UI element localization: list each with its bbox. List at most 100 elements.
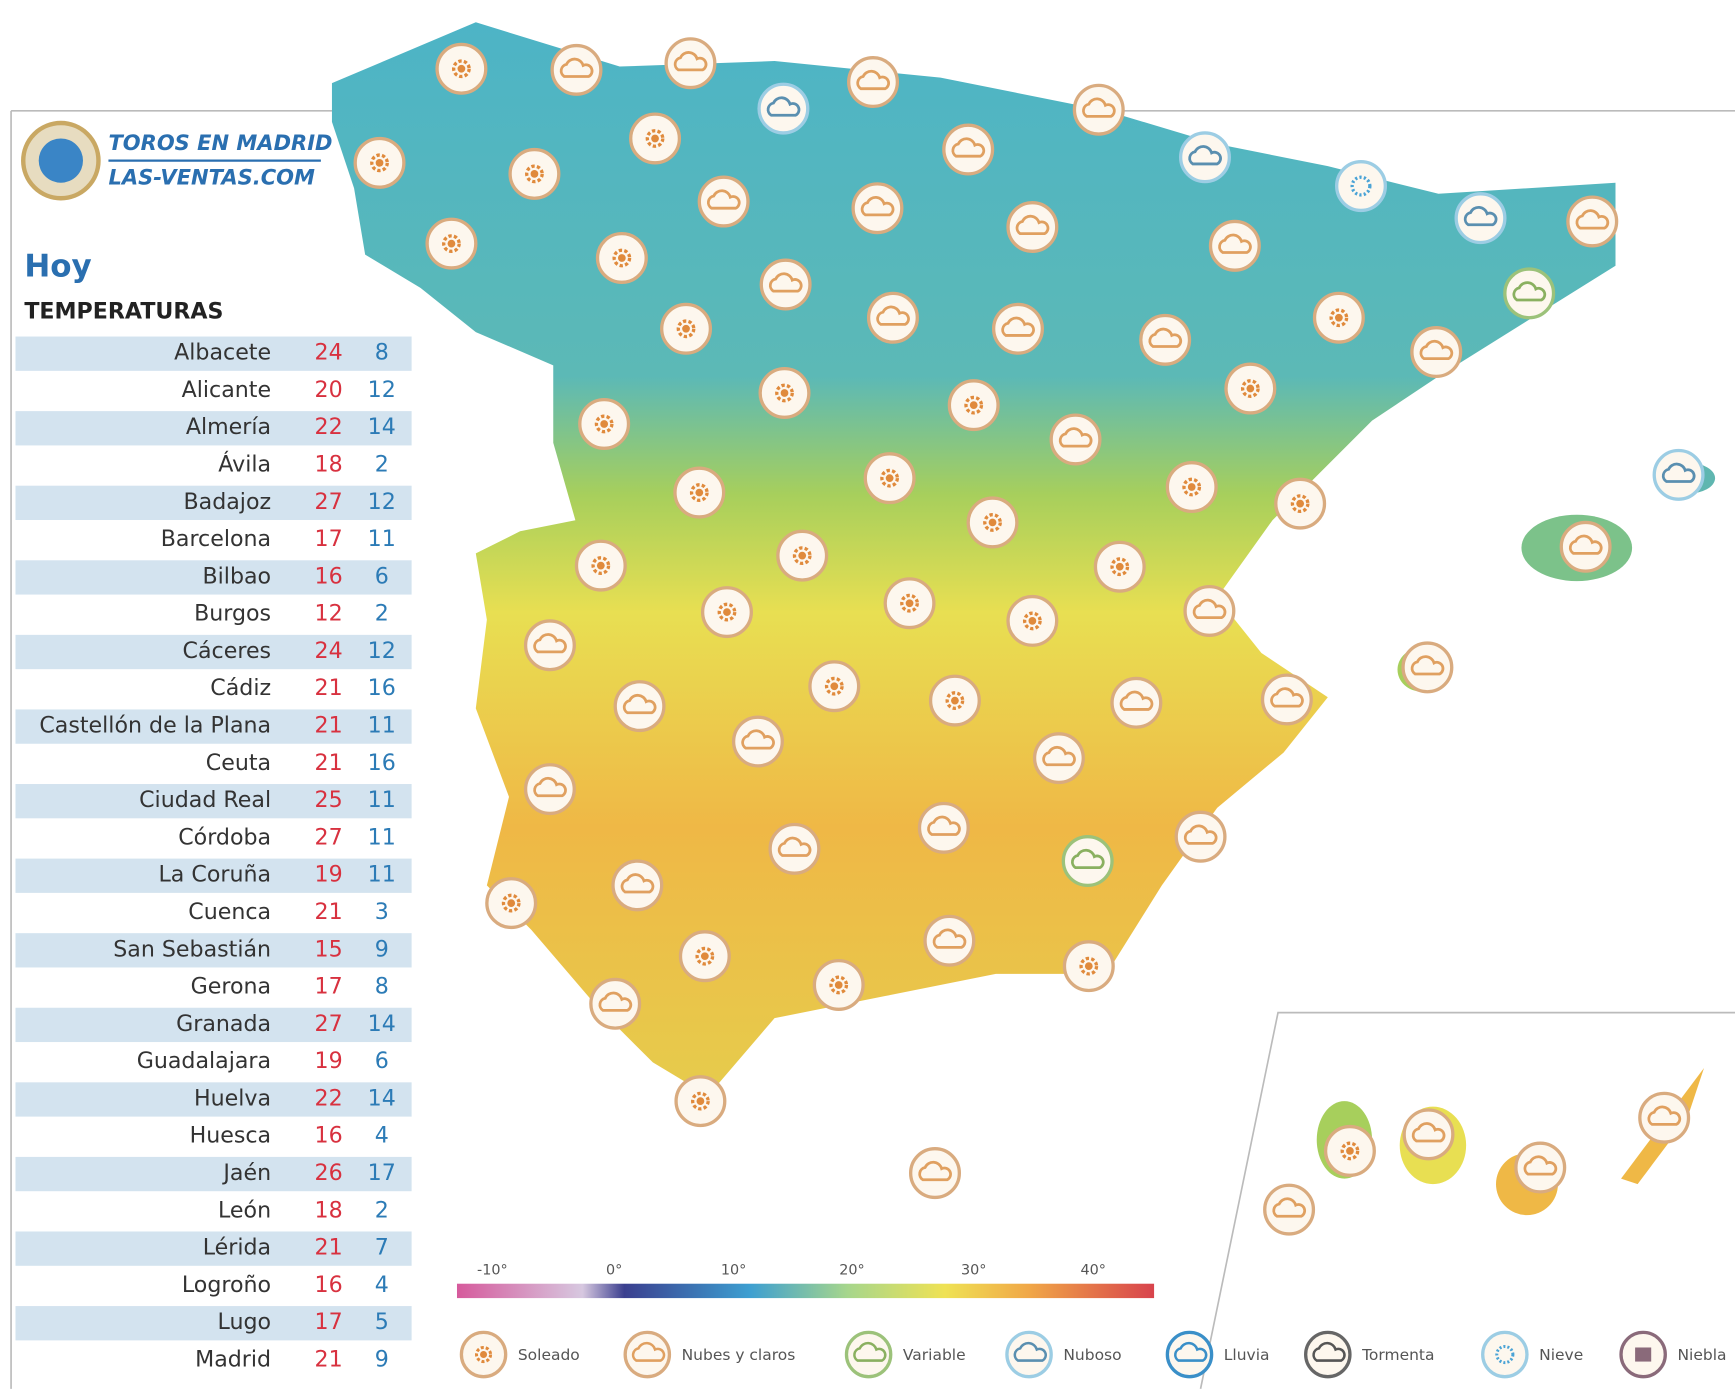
min-temp: 17 xyxy=(368,1160,396,1186)
city: Lérida xyxy=(203,1235,271,1261)
min-temp: 6 xyxy=(375,1048,389,1074)
weather-icon xyxy=(1337,162,1386,211)
sun xyxy=(798,552,806,560)
sun xyxy=(480,1351,487,1358)
max-temp: 17 xyxy=(315,974,343,1000)
sun xyxy=(618,254,626,262)
max-temp: 19 xyxy=(315,862,343,888)
sun xyxy=(1028,617,1036,625)
min-temp: 16 xyxy=(368,675,396,701)
sun xyxy=(781,389,789,397)
city: Almería xyxy=(186,414,271,440)
max-temp: 18 xyxy=(315,1197,343,1223)
min-temp: 4 xyxy=(375,1272,389,1298)
max-temp: 24 xyxy=(315,638,343,664)
city: Cáceres xyxy=(183,638,272,664)
city: Huelva xyxy=(194,1085,271,1111)
city: Badajoz xyxy=(183,489,271,515)
city: La Coruña xyxy=(158,862,271,888)
weather-map: TOROS EN MADRID LAS-VENTAS.COM Hoy TEMPE… xyxy=(0,0,1735,1389)
legend-label: Tormenta xyxy=(1361,1346,1434,1364)
sun xyxy=(835,981,843,989)
legend-label: Soleado xyxy=(518,1346,580,1364)
max-temp: 27 xyxy=(315,824,343,850)
max-temp: 15 xyxy=(315,936,343,962)
legend-label: Nuboso xyxy=(1063,1346,1121,1364)
weather-icon xyxy=(770,825,819,874)
weather-icon xyxy=(1483,1332,1527,1376)
min-temp: 12 xyxy=(368,377,396,403)
max-temp: 20 xyxy=(315,377,343,403)
max-temp: 16 xyxy=(315,1123,343,1149)
weather-icon xyxy=(1176,812,1225,861)
logo-text: TOROS EN MADRID xyxy=(108,130,332,155)
min-temp: 11 xyxy=(368,862,396,888)
sun xyxy=(1346,1147,1354,1155)
weather-icon xyxy=(526,765,575,814)
max-temp: 27 xyxy=(315,1011,343,1037)
min-temp: 2 xyxy=(375,601,389,627)
weather-icon xyxy=(1035,734,1084,783)
legend-label: Nubes y claros xyxy=(682,1346,796,1364)
max-temp: 19 xyxy=(315,1048,343,1074)
min-temp: 7 xyxy=(375,1235,389,1261)
weather-icon xyxy=(1112,678,1161,727)
min-temp: 14 xyxy=(368,1011,396,1037)
city: Lugo xyxy=(218,1309,272,1335)
min-temp: 5 xyxy=(375,1309,389,1335)
weather-icon xyxy=(994,304,1043,353)
city: León xyxy=(218,1197,271,1223)
weather-icon xyxy=(925,916,974,965)
weather-icon xyxy=(920,803,969,852)
legend-label: Niebla xyxy=(1677,1346,1726,1364)
scale-label: 0° xyxy=(606,1262,622,1278)
weather-icon xyxy=(1185,587,1234,636)
city: Logroño xyxy=(182,1272,271,1298)
city: Burgos xyxy=(194,601,271,627)
scale-label: 10° xyxy=(721,1262,746,1278)
weather-icon xyxy=(911,1149,960,1198)
city: Jaén xyxy=(221,1160,271,1186)
sun xyxy=(886,474,894,482)
weather-icon xyxy=(1263,675,1312,724)
weather-icon xyxy=(526,621,575,670)
city: Barcelona xyxy=(161,526,271,552)
row-band xyxy=(15,1157,411,1191)
sun xyxy=(697,1097,705,1105)
legend-label: Nieve xyxy=(1539,1346,1583,1364)
sun xyxy=(1335,314,1343,322)
weather-icon xyxy=(849,58,898,107)
city: San Sebastián xyxy=(113,936,271,962)
max-temp: 25 xyxy=(315,787,343,813)
fog xyxy=(1635,1347,1651,1361)
sun xyxy=(651,135,659,143)
weather-icon xyxy=(1654,451,1703,500)
weather-icon xyxy=(761,260,810,309)
scale-label: 40° xyxy=(1080,1262,1105,1278)
sun xyxy=(989,519,997,527)
min-temp: 4 xyxy=(375,1123,389,1149)
weather-icon xyxy=(759,84,808,133)
max-temp: 17 xyxy=(315,1309,343,1335)
max-temp: 21 xyxy=(315,675,343,701)
sun xyxy=(448,240,456,248)
weather-icon xyxy=(1141,316,1190,365)
max-temp: 27 xyxy=(315,489,343,515)
max-temp: 21 xyxy=(315,899,343,925)
sun xyxy=(1116,563,1124,571)
min-temp: 6 xyxy=(375,563,389,589)
weather-icon xyxy=(869,293,918,342)
weather-icon xyxy=(1008,203,1057,252)
min-temp: 14 xyxy=(368,414,396,440)
sun xyxy=(1085,962,1093,970)
scale-label: 30° xyxy=(961,1262,986,1278)
temperature-table: Albacete248Alicante2012Almería2214Ávila1… xyxy=(15,337,411,1373)
color-scale xyxy=(457,1284,1154,1298)
sun xyxy=(682,325,690,333)
max-temp: 22 xyxy=(315,414,343,440)
weather-icon xyxy=(666,39,715,88)
max-temp: 26 xyxy=(315,1160,343,1186)
city: Ceuta xyxy=(206,750,271,776)
weather-icon xyxy=(615,682,664,731)
